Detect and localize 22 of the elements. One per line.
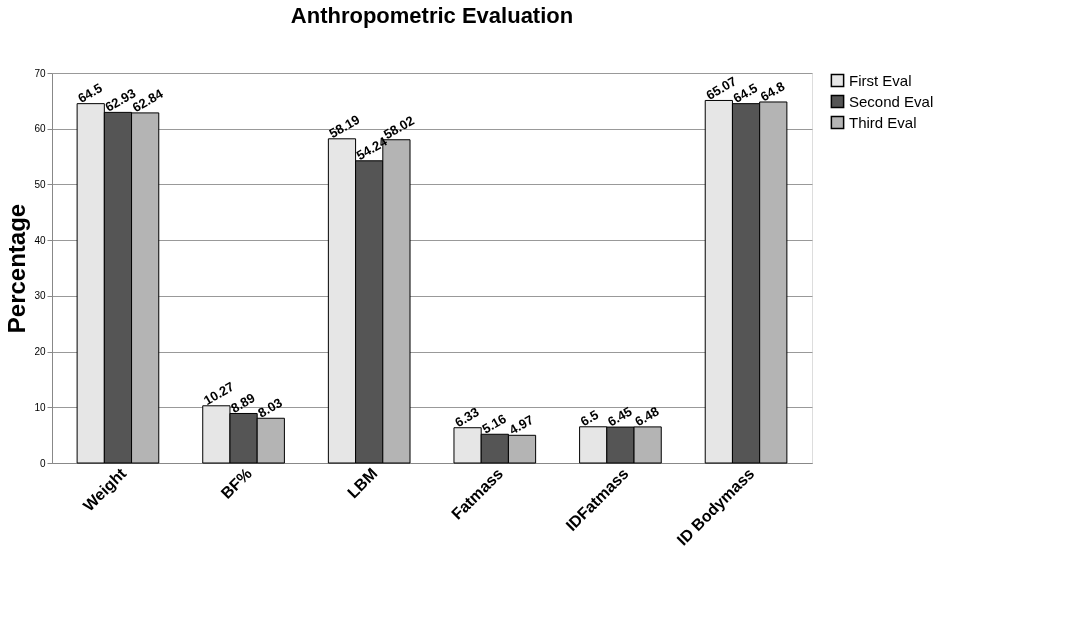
y-tick-label: 70	[34, 67, 46, 79]
data-label: 6.45	[605, 403, 635, 430]
y-tick-label: 0	[39, 457, 46, 469]
data-label: 64.5	[75, 80, 105, 106]
legend-label: Second Eval	[849, 92, 934, 110]
data-label: 8.03	[255, 394, 285, 421]
chart-title: Anthropometric Evaluation	[290, 3, 574, 28]
y-tick-label: 50	[34, 178, 46, 190]
y-tick-label: 10	[34, 401, 46, 413]
data-label: 6.33	[452, 404, 482, 430]
data-label: 6.5	[577, 407, 601, 430]
y-tick-label: 60	[34, 123, 46, 135]
data-label: 5.16	[479, 410, 509, 437]
legend-label: Third Eval	[849, 113, 917, 131]
y-tick-label: 40	[34, 234, 46, 246]
data-label: 4.97	[506, 411, 537, 438]
data-label: 64.8	[757, 78, 788, 105]
legend-label: First Eval	[849, 71, 912, 89]
y-tick-label: 30	[34, 290, 46, 302]
y-tick-label: 20	[34, 346, 46, 358]
data-label: 6.48	[632, 403, 662, 430]
y-axis-title: Percentage	[3, 203, 31, 334]
